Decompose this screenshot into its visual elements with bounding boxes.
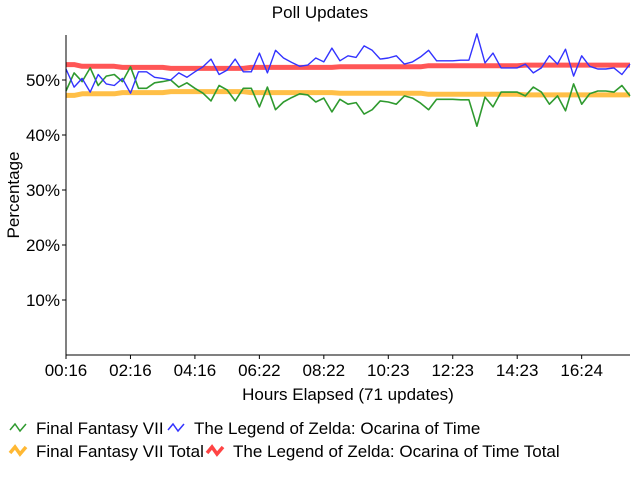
- y-axis-label: Percentage: [4, 152, 23, 239]
- x-axis-label: Hours Elapsed (71 updates): [242, 385, 454, 404]
- y-tick-label: 30%: [26, 181, 60, 200]
- y-tick-label: 50%: [26, 71, 60, 90]
- legend-label: The Legend of Zelda: Ocarina of Time: [194, 419, 480, 438]
- x-tick-label: 12:23: [431, 361, 474, 380]
- legend-swatch-icon: [9, 422, 27, 433]
- x-tick-label: 02:16: [109, 361, 152, 380]
- x-ticks: 00:16 02:16 04:16 06:22 08:22 10:23 12:23 14:23…: [45, 355, 603, 380]
- x-tick-label: 06:22: [238, 361, 281, 380]
- x-tick-label: 10:23: [367, 361, 410, 380]
- y-tick-label: 10%: [26, 291, 60, 310]
- chart-title: Poll Updates: [272, 3, 368, 22]
- y-tick-label: 40%: [26, 126, 60, 145]
- series-lines: [65, 33, 631, 127]
- legend: Final Fantasy VII The Legend of Zelda: Oc…: [8, 419, 560, 461]
- x-tick-label: 00:16: [45, 361, 88, 380]
- x-tick-label: 14:23: [496, 361, 539, 380]
- y-tick-label: 20%: [26, 236, 60, 255]
- x-tick-label: 08:22: [303, 361, 346, 380]
- legend-swatch-icon: [205, 444, 225, 457]
- legend-label: The Legend of Zelda: Ocarina of Time Tot…: [233, 442, 560, 461]
- y-ticks: 10% 20% 30% 40% 50%: [26, 71, 66, 310]
- x-tick-label: 16:24: [560, 361, 603, 380]
- legend-label: Final Fantasy VII Total: [36, 442, 204, 461]
- legend-swatch-icon: [167, 422, 185, 433]
- series-line-3: [66, 62, 630, 71]
- series-line-2: [66, 89, 630, 98]
- legend-label: Final Fantasy VII: [36, 419, 164, 438]
- x-tick-label: 04:16: [174, 361, 217, 380]
- legend-swatch-icon: [8, 444, 28, 457]
